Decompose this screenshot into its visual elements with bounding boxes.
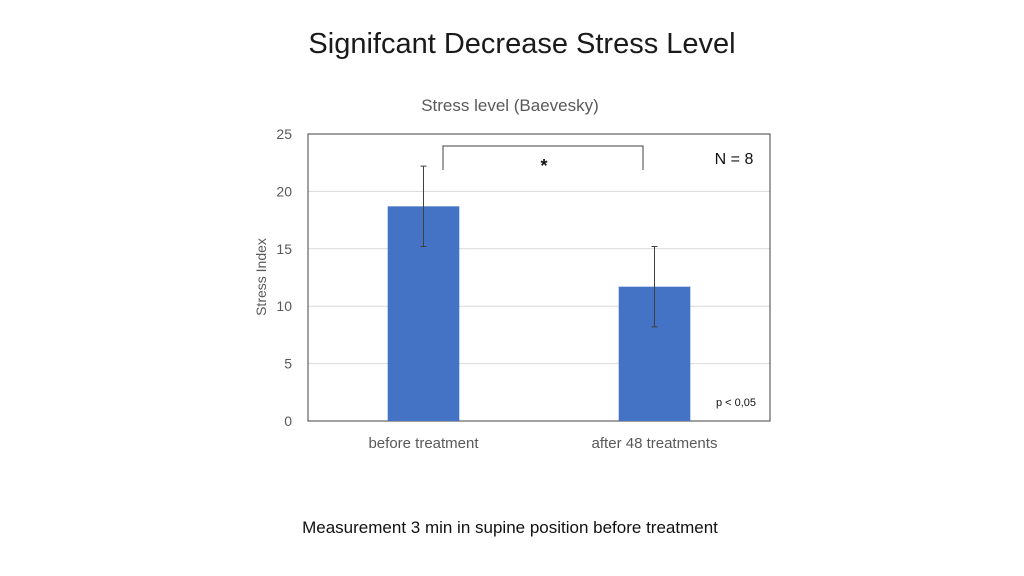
y-tick-label: 15	[276, 241, 292, 257]
sample-size-label: N = 8	[715, 151, 754, 168]
error-bars	[420, 165, 658, 328]
y-tick-labels: 0 5 10 15 20 25	[276, 126, 292, 429]
category-label-1: after 48 treatments	[592, 435, 718, 452]
bars	[387, 206, 691, 421]
chart-title: Stress level (Baevesky)	[421, 96, 599, 115]
p-value-label: p < 0,05	[716, 397, 756, 409]
y-tick-label: 0	[284, 413, 292, 429]
y-tick-label: 20	[276, 183, 292, 199]
category-label-0: before treatment	[368, 435, 479, 452]
significance-star: *	[540, 156, 547, 176]
y-axis-title: Stress Index	[253, 238, 269, 316]
y-tick-label: 25	[276, 126, 292, 142]
gridlines	[308, 190, 770, 365]
category-labels: before treatment after 48 treatments	[368, 435, 717, 452]
y-tick-label: 5	[284, 356, 292, 372]
slide-title: Signifcant Decrease Stress Level	[308, 28, 736, 60]
y-tick-label: 10	[276, 298, 292, 314]
footnote: Measurement 3 min in supine position bef…	[302, 518, 718, 537]
plot-area-frame	[307, 133, 771, 422]
significance-bracket	[442, 145, 644, 170]
